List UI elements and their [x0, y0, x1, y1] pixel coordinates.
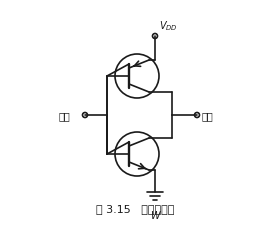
Text: W: W [150, 210, 160, 220]
Text: 图 3.15   互补型电路: 图 3.15 互补型电路 [96, 203, 174, 213]
Text: $V_{DD}$: $V_{DD}$ [159, 19, 178, 33]
Text: 输入: 输入 [58, 110, 70, 121]
Text: 输出: 输出 [202, 110, 214, 121]
